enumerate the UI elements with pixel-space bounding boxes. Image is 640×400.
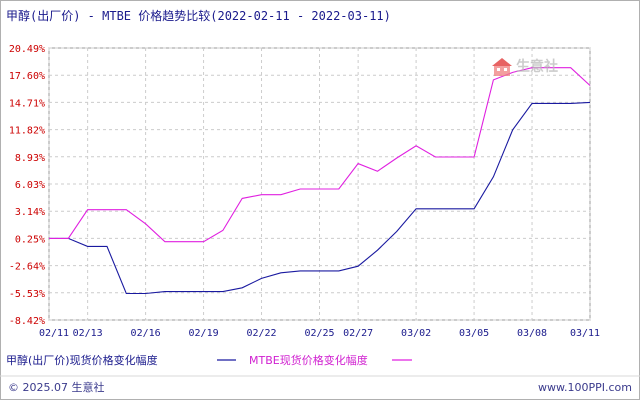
x-tick-label: 03/08	[517, 328, 547, 339]
series-lines	[49, 67, 591, 295]
legend-label-methanol: 甲醇(出厂价)现货价格变化幅度	[6, 353, 158, 367]
y-tick-label: 3.14%	[15, 207, 45, 218]
x-tick-label: 02/25	[304, 328, 334, 339]
y-tick-label: 14.71%	[9, 98, 45, 109]
y-tick-label: 11.82%	[9, 126, 45, 137]
x-tick-label: 03/02	[401, 328, 431, 339]
x-tick-label: 02/27	[343, 328, 373, 339]
grid-lines	[48, 47, 591, 321]
legend-label-mtbe: MTBE现货价格变化幅度	[249, 353, 368, 367]
legend: 甲醇(出厂价)现货价格变化幅度 MTBE现货价格变化幅度	[6, 353, 412, 367]
x-tick-label: 02/19	[189, 328, 219, 339]
series-line-mtbe	[49, 67, 591, 243]
x-tick-label: 03/11	[570, 328, 600, 339]
y-tick-label: -2.64%	[9, 262, 45, 273]
y-tick-label: 17.60%	[9, 71, 45, 82]
y-tick-label: -5.53%	[9, 289, 45, 300]
watermark-text: 生意社	[516, 58, 558, 75]
y-tick-label: 6.03%	[15, 180, 45, 191]
chart-title: 甲醇(出厂价) - MTBE 价格趋势比较(2022-02-11 - 2022-…	[6, 8, 391, 23]
y-tick-label: -8.42%	[9, 316, 45, 327]
watermark: 生意社	[492, 58, 558, 76]
y-tick-label: 0.25%	[15, 234, 45, 245]
footer-copyright: © 2025.07 生意社	[8, 380, 104, 394]
y-axis-ticks: 20.49% 17.60% 14.71% 11.82% 8.93% 6.03% 3.14% 0…	[9, 44, 45, 327]
x-axis-ticks: 02/11 02/13 02/16 02/19 02/22 02/25 02/27 03/02…	[39, 328, 600, 339]
x-tick-label: 02/13	[73, 328, 103, 339]
footer-url: www.100PPI.com	[538, 381, 632, 394]
y-tick-label: 8.93%	[15, 153, 45, 164]
x-tick-label: 02/22	[246, 328, 276, 339]
series-line-methanol	[49, 101, 591, 295]
x-tick-label: 02/11	[39, 328, 69, 339]
x-tick-label: 03/05	[459, 328, 489, 339]
100ppi-logo-icon	[492, 58, 512, 76]
x-tick-label: 02/16	[131, 328, 161, 339]
y-tick-label: 20.49%	[9, 44, 45, 55]
